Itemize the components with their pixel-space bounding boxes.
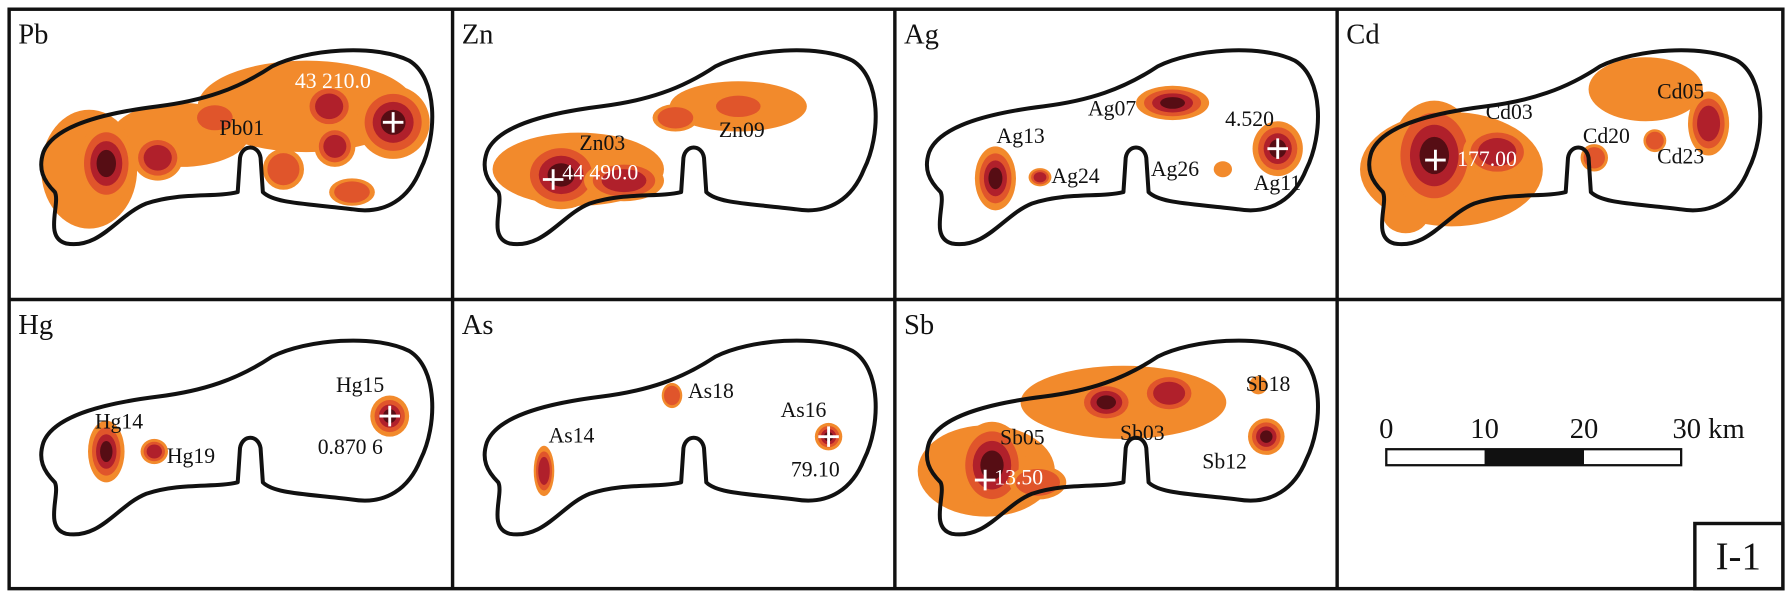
anomaly-label: Cd20 (1583, 124, 1630, 148)
anomaly-label: Ag07 (1088, 97, 1136, 121)
anomaly-zone (1697, 105, 1721, 142)
max-point-cross (379, 405, 400, 427)
anomaly-label: Sb18 (1246, 372, 1291, 396)
max-value: 79.10 (791, 458, 840, 482)
scale-tick: 10 (1470, 414, 1499, 445)
max-point-cross (542, 169, 564, 190)
figure-label-box (1693, 521, 1785, 591)
scale-tick: 0 (1379, 414, 1393, 445)
map-panel: Hg Hg15 Hg14 Hg19 0.870 6 (18, 310, 435, 537)
anomaly-label: Hg19 (167, 444, 215, 468)
anomaly-label: Ag26 (1151, 157, 1199, 181)
map-panel: Ag Ag13 Ag07 Ag24 Ag26 Ag11 4.520 (904, 20, 1320, 247)
anomaly-zone (663, 385, 681, 406)
anomaly-zone (1249, 376, 1268, 395)
anomaly-zone (1588, 57, 1703, 122)
map-panel: As As18 As16 As14 79.10 (462, 310, 878, 537)
anomaly-zone (988, 167, 1003, 190)
max-value: 0.870 6 (318, 435, 383, 459)
anomaly-label: Sb05 (1000, 426, 1045, 450)
anomaly-label: Zn03 (579, 131, 625, 155)
anomaly-zone (323, 134, 347, 158)
anomaly-zone (601, 169, 647, 193)
anomaly-label: Cd23 (1657, 145, 1704, 169)
anomaly-zone (1213, 161, 1232, 178)
element-name: As (462, 310, 494, 341)
element-name: Zn (462, 20, 494, 51)
anomaly-zone (1153, 381, 1186, 405)
element-name: Pb (18, 20, 48, 51)
scale-bar-segment (1484, 449, 1584, 466)
max-point-cross (1267, 138, 1288, 159)
anomaly-label: As18 (688, 379, 734, 403)
anomaly-label: Hg15 (336, 373, 384, 397)
figure-label: I-1 (1716, 535, 1761, 578)
anomaly-zone (315, 93, 344, 120)
max-value: 13.50 (994, 466, 1043, 490)
anomaly-zone (100, 441, 113, 462)
anomaly-zone (1645, 131, 1664, 150)
anomaly-label: Cd05 (1657, 79, 1704, 103)
anomaly-label: Sb12 (1202, 450, 1247, 474)
anomaly-zone (143, 144, 172, 171)
anomaly-label: Ag24 (1051, 164, 1099, 188)
anomaly-zone (1096, 395, 1116, 410)
anomaly-zone (267, 153, 300, 186)
anomaly-label: Sb03 (1120, 421, 1165, 445)
anomaly-label: Ag11 (1254, 171, 1301, 195)
scale-bar: 0 10 20 30 km (1379, 414, 1745, 467)
anomaly-label: As14 (549, 423, 595, 447)
anomaly-zone (96, 149, 116, 178)
max-value: 44 490.0 (562, 161, 638, 185)
anomaly-zone (1160, 97, 1186, 109)
map-panel: Sb Sb18 Sb05 Sb03 Sb12 13.50 (904, 310, 1320, 537)
scale-tick: 30 km (1672, 414, 1744, 445)
map-panel: Cd Cd03 Cd05 Cd20 Cd23 177.00 (1346, 20, 1763, 247)
anomaly-zone (1260, 430, 1273, 443)
max-value: 177.00 (1457, 147, 1517, 171)
anomaly-label: Zn09 (719, 118, 765, 142)
anomaly-label: Cd03 (1486, 100, 1533, 124)
anomaly-zone (1477, 137, 1517, 167)
anomaly-zone (1033, 172, 1047, 183)
scale-tick: 20 (1570, 414, 1599, 445)
anomaly-label: Hg14 (95, 410, 143, 434)
anomaly-zone (197, 105, 233, 131)
anomaly-label: As16 (781, 398, 827, 422)
max-value: 43 210.0 (295, 69, 371, 93)
anomaly-label: Pb01 (219, 116, 264, 140)
anomaly-zone (538, 456, 550, 486)
anomaly-zone (334, 181, 370, 203)
map-panel: Zn Zn03 Zn09 44 490.0 (462, 20, 878, 247)
anomaly-zone (146, 444, 162, 459)
anomaly-zone (1382, 196, 1429, 234)
max-value: 4.520 (1225, 107, 1274, 131)
anomaly-zone (657, 107, 694, 129)
element-name: Cd (1346, 20, 1379, 51)
anomaly-label: Ag13 (997, 124, 1045, 148)
element-name: Sb (904, 310, 934, 341)
max-point-cross (382, 112, 404, 133)
map-panel: Pb Pb01 43 210.0 (18, 20, 435, 247)
element-name: Hg (18, 310, 53, 341)
max-point-cross (818, 426, 839, 447)
anomaly-zone (716, 95, 761, 118)
max-point-cross (1425, 149, 1446, 171)
max-point-cross (974, 469, 996, 491)
element-name: Ag (904, 20, 939, 51)
